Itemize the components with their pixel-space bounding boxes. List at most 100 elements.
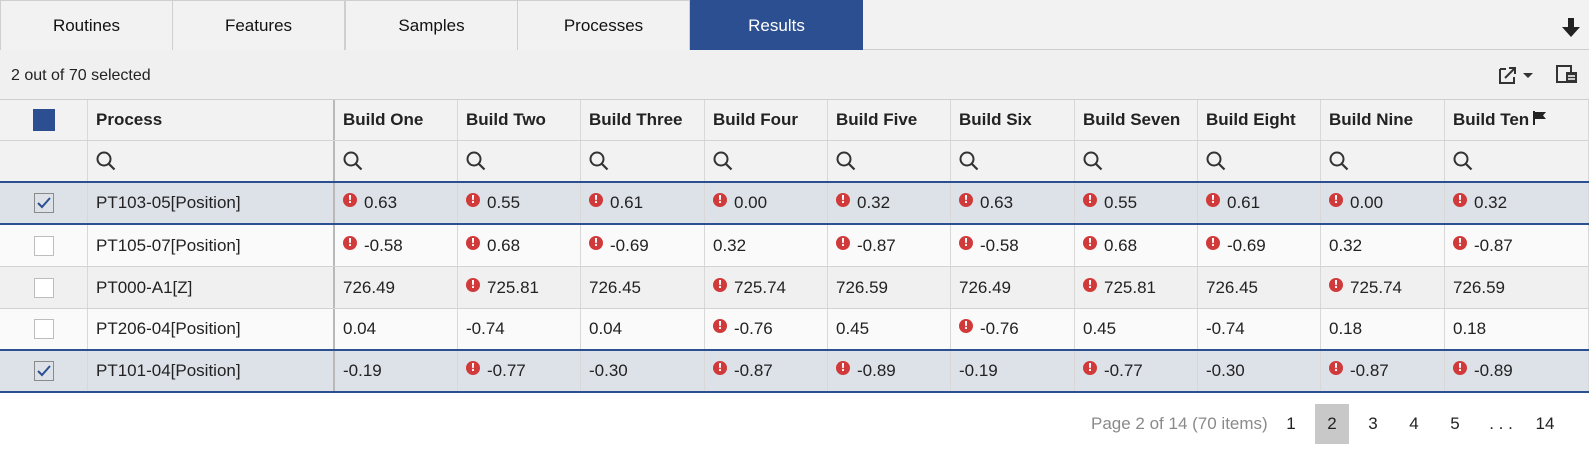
page-1-button[interactable]: 1 — [1286, 414, 1296, 433]
value-cell: ! 0.68 — [1075, 225, 1198, 266]
column-header-label: Build Eight — [1206, 110, 1296, 129]
cell-value: 726.45 — [1206, 277, 1258, 297]
column-header-label: Build Two — [466, 110, 546, 129]
warning-icon: ! — [1206, 193, 1220, 207]
filter-build-two[interactable] — [458, 141, 581, 181]
warning-icon: ! — [343, 193, 357, 207]
search-icon — [96, 151, 116, 171]
cell-value: 0.55 — [1104, 193, 1138, 212]
value-cell: ! -0.87 — [828, 225, 951, 266]
value-cell: ! 0.00 — [705, 183, 828, 223]
checkmark-icon — [36, 196, 52, 210]
column-header-build-six[interactable]: Build Six — [951, 100, 1075, 140]
cell-value: -0.19 — [343, 361, 382, 380]
filter-build-ten[interactable] — [1445, 141, 1589, 181]
filter-build-one[interactable] — [335, 141, 458, 181]
search-icon — [959, 151, 979, 171]
value-cell: 726.49 — [335, 267, 458, 308]
column-header-build-one[interactable]: Build One — [335, 100, 458, 140]
column-chooser-button[interactable] — [1554, 62, 1580, 88]
column-header-label: Build Three — [589, 110, 683, 129]
row-checkbox[interactable] — [33, 235, 54, 256]
row-select-cell — [0, 183, 88, 223]
value-cell: ! -0.89 — [828, 351, 951, 391]
row-checkbox-checked[interactable] — [33, 361, 54, 381]
column-header-build-nine[interactable]: Build Nine — [1321, 100, 1445, 140]
column-header-build-four[interactable]: Build Four — [705, 100, 828, 140]
value-cell: 0.04 — [335, 309, 458, 349]
cell-value: 725.74 — [734, 277, 786, 297]
row-checkbox[interactable] — [33, 277, 54, 298]
table-row[interactable]: PT101-04[Position] -0.19! -0.77 -0.30! -0.87… — [0, 351, 1589, 393]
value-cell: ! -0.69 — [1198, 225, 1321, 266]
cell-value: 0.68 — [1104, 235, 1138, 255]
select-all-cell — [0, 100, 88, 140]
column-header-label: Build Five — [836, 110, 918, 129]
table-row[interactable]: PT206-04[Position] 0.04 -0.74 0.04! -0.76 0.4… — [0, 309, 1589, 351]
column-header-build-five[interactable]: Build Five — [828, 100, 951, 140]
warning-icon: ! — [343, 235, 357, 250]
table-row[interactable]: PT105-07[Position]! -0.58! 0.68! -0.69 0.32!… — [0, 225, 1589, 267]
warning-icon: ! — [1206, 235, 1220, 250]
page-2-button[interactable]: 2 — [1315, 404, 1349, 444]
value-cell: ! 0.55 — [458, 183, 581, 223]
column-header-label: Build Seven — [1083, 110, 1181, 129]
cell-value: 0.32 — [1329, 235, 1363, 255]
value-cell: -0.19 — [951, 351, 1075, 391]
column-header-build-seven[interactable]: Build Seven — [1075, 100, 1198, 140]
page-5-button[interactable]: 5 — [1450, 414, 1460, 433]
tab-processes[interactable]: Processes — [517, 0, 690, 50]
cell-value: -0.74 — [1206, 319, 1245, 338]
page-14-button[interactable]: 14 — [1535, 414, 1555, 433]
table-row[interactable]: PT103-05[Position]! 0.63! 0.55! 0.61! 0.00! 0… — [0, 183, 1589, 225]
value-cell: ! 0.63 — [951, 183, 1075, 223]
select-all-checkbox[interactable] — [32, 109, 55, 131]
filter-build-six[interactable] — [951, 141, 1075, 181]
tab-routines[interactable]: Routines — [0, 0, 173, 50]
filter-build-three[interactable] — [581, 141, 705, 181]
page-4-button[interactable]: 4 — [1409, 414, 1419, 433]
filter-build-nine[interactable] — [1321, 141, 1445, 181]
download-button[interactable] — [1557, 14, 1585, 42]
warning-icon: ! — [466, 193, 480, 207]
column-header-build-ten[interactable]: Build Ten — [1445, 100, 1589, 140]
value-cell: ! 0.32 — [1445, 183, 1589, 223]
value-cell: ! -0.87 — [705, 351, 828, 391]
value-cell: ! 725.81 — [458, 267, 581, 308]
filter-build-seven[interactable] — [1075, 141, 1198, 181]
warning-icon: ! — [1083, 235, 1097, 250]
row-checkbox-checked[interactable] — [33, 193, 54, 213]
cell-value: 0.00 — [734, 193, 768, 212]
warning-icon: ! — [836, 193, 850, 207]
search-icon — [343, 151, 363, 171]
tab-features[interactable]: Features — [172, 0, 345, 50]
column-header-label: Process — [96, 110, 163, 129]
row-checkbox[interactable] — [33, 319, 54, 339]
value-cell: ! 725.74 — [1321, 267, 1445, 308]
value-cell: 0.32 — [1321, 225, 1445, 266]
export-button[interactable] — [1497, 62, 1537, 88]
cell-value: -0.58 — [980, 235, 1019, 255]
value-cell: ! 0.68 — [458, 225, 581, 266]
cell-value: 0.18 — [1453, 319, 1487, 338]
cell-value: 0.55 — [487, 193, 521, 212]
value-cell: 0.18 — [1321, 309, 1445, 349]
column-header-process[interactable]: Process — [88, 100, 335, 140]
page-3-button[interactable]: 3 — [1368, 414, 1378, 433]
filter-build-four[interactable] — [705, 141, 828, 181]
column-header-build-eight[interactable]: Build Eight — [1198, 100, 1321, 140]
export-icon — [1499, 67, 1516, 84]
filter-build-five[interactable] — [828, 141, 951, 181]
column-header-build-two[interactable]: Build Two — [458, 100, 581, 140]
warning-icon: ! — [1083, 361, 1097, 375]
value-cell: ! 0.55 — [1075, 183, 1198, 223]
tab-results[interactable]: Results — [690, 0, 863, 50]
column-header-label: Build Four — [713, 110, 798, 129]
table-row[interactable]: PT000-A1[Z] 726.49! 725.81 726.45! 725.74 726… — [0, 267, 1589, 309]
column-header-build-three[interactable]: Build Three — [581, 100, 705, 140]
flag-icon[interactable] — [1532, 110, 1548, 131]
filter-build-eight[interactable] — [1198, 141, 1321, 181]
value-cell: ! -0.76 — [705, 309, 828, 349]
filter-process[interactable] — [88, 141, 335, 181]
tab-samples[interactable]: Samples — [345, 0, 518, 50]
